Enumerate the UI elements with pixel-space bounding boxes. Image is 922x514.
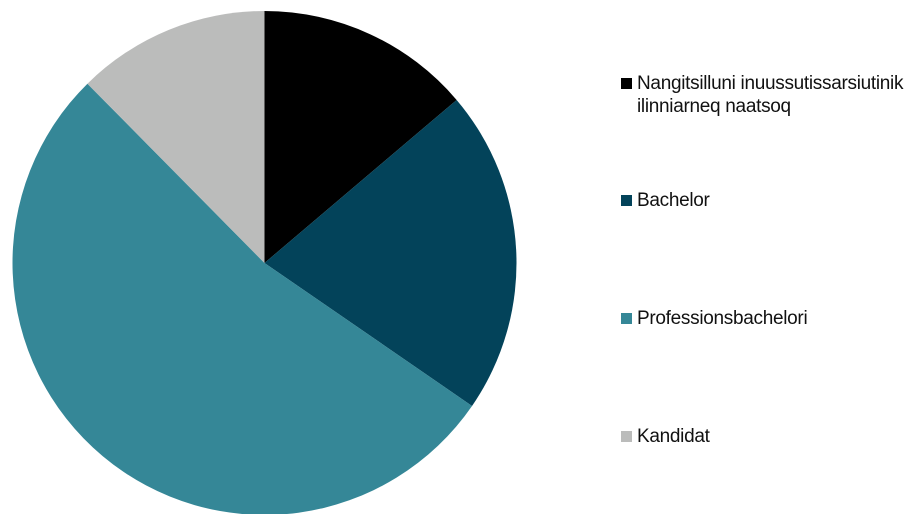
legend-label-3: Professionsbachelori [637, 308, 808, 329]
pie-slice-1 [264, 11, 457, 263]
pie-slice-3 [12, 83, 473, 514]
pie-slices [12, 11, 517, 514]
legend-swatch-2 [621, 195, 632, 206]
legend-swatch-4 [621, 431, 632, 442]
legend-swatch-1 [621, 78, 632, 89]
legend-item-4: Kandidat [621, 425, 922, 448]
pie-slice-4 [87, 11, 265, 263]
legend-swatch-3 [621, 313, 632, 324]
legend-label-4: Kandidat [637, 426, 710, 447]
legend-label-1: Nangitsilluni inuussutissarsiutinik ilin… [637, 73, 904, 117]
legend-item-2: Bachelor [621, 189, 922, 212]
legend-label-2: Bachelor [637, 190, 710, 211]
legend-item-1: Nangitsilluni inuussutissarsiutinik ilin… [621, 72, 922, 118]
pie-slice-2 [264, 99, 517, 406]
legend-item-3: Professionsbachelori [621, 307, 922, 330]
